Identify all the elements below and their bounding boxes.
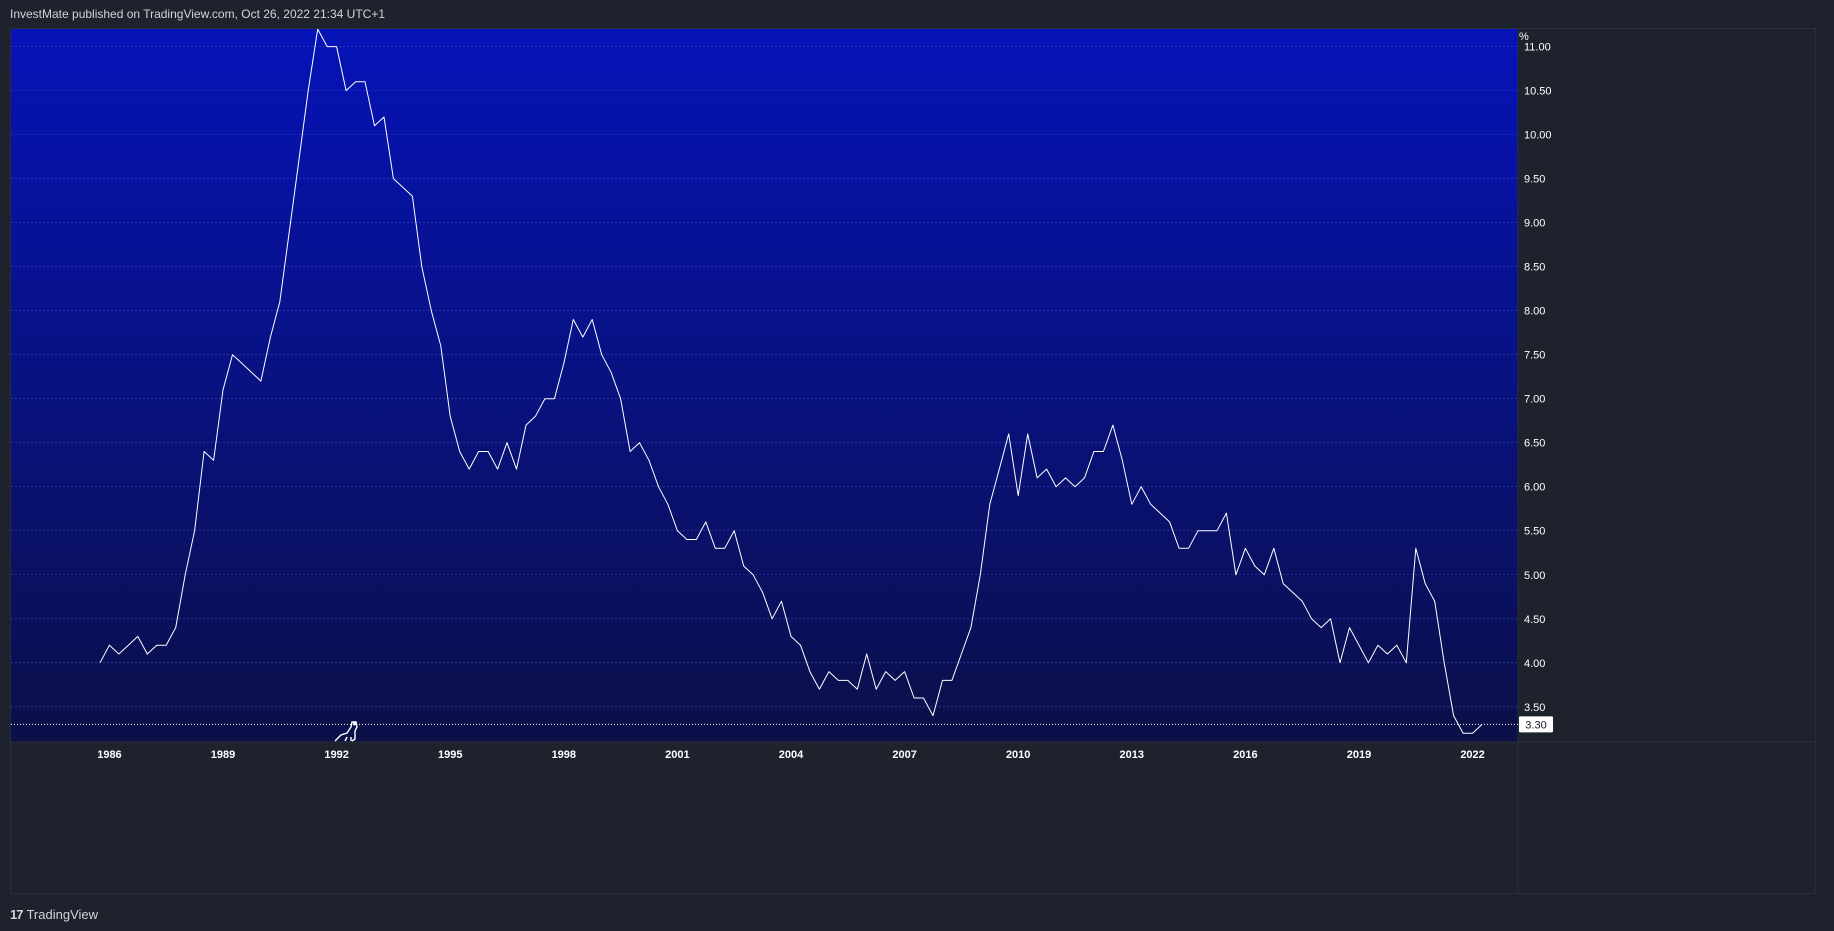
x-tick-label: 2013 [1120, 749, 1144, 761]
y-tick-label: 10.00 [1524, 130, 1552, 142]
y-tick-label: 4.00 [1524, 658, 1545, 670]
y-tick-label: 8.50 [1524, 262, 1545, 274]
publish-info-text: InvestMate published on TradingView.com,… [10, 7, 385, 21]
x-tick-label: 1995 [438, 749, 462, 761]
line-chart[interactable]: 3.50 4.00 4.50 5.00 5.50 6.00 6.50 7.00 7.50 8.00… [11, 29, 1815, 893]
tradingview-logo-icon[interactable]: 17 [10, 906, 24, 922]
x-axis[interactable]: 1986 1989 1992 1995 1998 2001 2004 2007 2010 2013… [11, 741, 1815, 761]
y-tick-label: 9.00 [1524, 218, 1545, 230]
series-line[interactable] [99, 29, 1483, 734]
x-tick-label: 2019 [1347, 749, 1371, 761]
last-value-badge [1519, 716, 1553, 733]
x-tick-label: 2004 [779, 749, 804, 761]
brand-text[interactable]: TradingView [26, 906, 99, 922]
x-tick-label: 1992 [324, 749, 348, 761]
x-tick-label: 2022 [1460, 749, 1484, 761]
plot-area-background [11, 29, 1518, 742]
y-axis-unit-label: % [1519, 31, 1529, 43]
y-tick-label: 3.50 [1524, 702, 1545, 714]
y-tick-label: 8.00 [1524, 306, 1545, 318]
y-tick-label: 11.00 [1524, 42, 1551, 54]
x-tick-label: 1989 [211, 749, 235, 761]
y-tick-label: 4.50 [1524, 614, 1545, 626]
x-tick-label: 2007 [892, 749, 916, 761]
series-layer [99, 29, 1483, 734]
y-tick-label: 10.50 [1524, 86, 1552, 98]
x-tick-label: 2010 [1006, 749, 1030, 761]
grid-lines [11, 46, 1518, 708]
y-tick-label: 5.00 [1524, 570, 1545, 582]
chart-container[interactable]: 3.50 4.00 4.50 5.00 5.50 6.00 6.50 7.00 7.50 8.00… [10, 28, 1816, 894]
x-tick-label: 1998 [552, 749, 576, 761]
y-tick-label: 6.50 [1524, 438, 1545, 450]
y-tick-label: 7.00 [1524, 394, 1545, 406]
y-tick-label: 7.50 [1524, 350, 1545, 362]
x-tick-label: 2001 [665, 749, 689, 761]
y-tick-label: 9.50 [1524, 174, 1545, 186]
y-tick-label: 5.50 [1524, 526, 1545, 538]
footer: 17 TradingView [10, 904, 98, 924]
y-tick-label: 6.00 [1524, 482, 1545, 494]
x-tick-label: 1986 [97, 749, 121, 761]
y-axis[interactable]: 3.50 4.00 4.50 5.00 5.50 6.00 6.50 7.00 7.50 8.00… [1517, 29, 1552, 893]
last-value-label: 3.30 [1525, 719, 1546, 731]
x-tick-label: 2016 [1233, 749, 1257, 761]
last-value-layer: 3.30 [11, 716, 1553, 733]
publish-info-bar: InvestMate published on TradingView.com,… [0, 0, 1834, 28]
dinosaur-icon [334, 721, 358, 742]
